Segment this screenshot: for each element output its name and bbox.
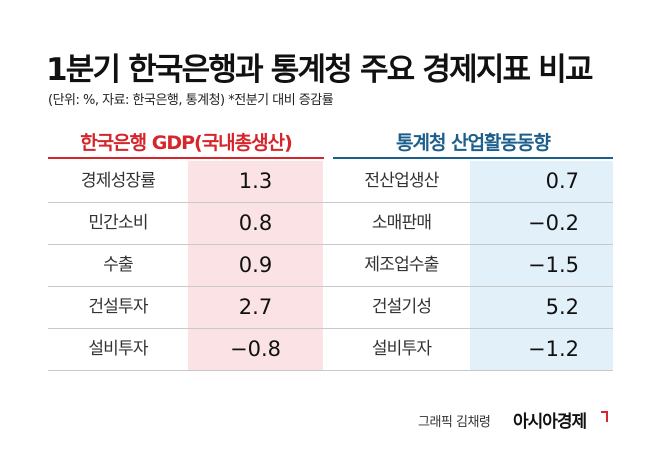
right-indicator-value: 0.7: [545, 169, 579, 193]
right-indicator-label: 전산업생산: [364, 171, 439, 191]
left-indicator-value: 0.9: [238, 253, 273, 277]
brand-mark-icon: [601, 411, 608, 422]
indicator-table: 경제성장률 1.3 전산업생산 0.7 민간소비 0.8 소매판매 −0.2 수…: [48, 161, 613, 371]
left-indicator-value: 0.8: [238, 211, 273, 235]
table-row: 민간소비 0.8 소매판매 −0.2: [48, 203, 613, 245]
brand-logo: 아시아경제: [513, 412, 587, 432]
left-indicator-value: 1.3: [238, 169, 273, 193]
right-indicator-value: −1.2: [528, 337, 579, 361]
left-column-header: 한국은행 GDP(국내총생산): [48, 119, 324, 159]
graphic-credit: 그래픽 김채령: [418, 415, 491, 430]
left-indicator-label: 수출: [103, 255, 133, 275]
right-indicator-value: −0.2: [528, 211, 579, 235]
right-indicator-label: 건설기성: [371, 297, 432, 317]
right-indicator-label: 소매판매: [371, 213, 432, 233]
table-row: 경제성장률 1.3 전산업생산 0.7: [48, 161, 613, 203]
right-column-header: 통계청 산업활동동향: [333, 119, 613, 159]
left-value-column-background: [188, 161, 323, 371]
left-indicator-label: 민간소비: [88, 213, 148, 233]
left-indicator-value: 2.7: [238, 295, 273, 319]
left-indicator-label: 경제성장률: [80, 171, 156, 191]
right-indicator-label: 설비투자: [371, 339, 432, 359]
table-row: 건설투자 2.7 건설기성 5.2: [48, 287, 613, 329]
table-row: 수출 0.9 제조업수출 −1.5: [48, 245, 613, 287]
right-indicator-value: −1.5: [528, 253, 579, 277]
page-title: 1분기 한국은행과 통계청 주요 경제지표 비교: [46, 52, 594, 88]
left-indicator-value: −0.8: [230, 337, 281, 361]
table-row: 설비투자 −0.8 설비투자 −1.2: [48, 329, 613, 371]
subtitle: (단위: %, 자료: 한국은행, 통계청) *전분기 대비 증감률: [48, 93, 334, 108]
right-value-column-background: [470, 161, 613, 371]
right-indicator-value: 5.2: [545, 295, 579, 319]
left-indicator-label: 건설투자: [88, 297, 148, 317]
left-indicator-label: 설비투자: [88, 339, 148, 359]
right-indicator-label: 제조업수출: [364, 255, 439, 275]
